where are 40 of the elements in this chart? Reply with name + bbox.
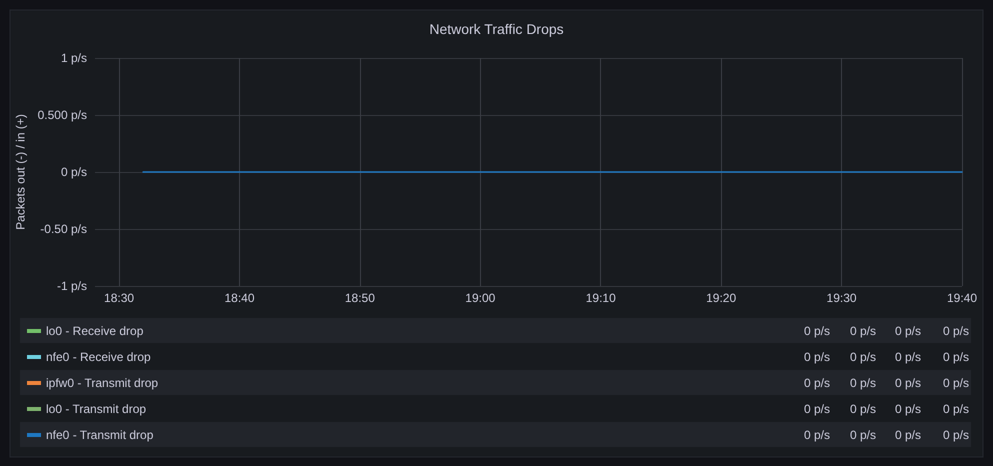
x-tick-label: 18:50 (344, 291, 376, 305)
text: 0 p/s (804, 376, 830, 390)
text: 0 p/s (850, 350, 876, 364)
x-tick-label: 19:30 (826, 291, 857, 305)
x-tick-label: 19:00 (465, 291, 496, 305)
text: 0 p/s (804, 324, 830, 338)
legend-label: nfe0 - Receive drop (46, 350, 152, 364)
text: 0 p/s (804, 350, 830, 364)
x-tick-label: 19:20 (706, 291, 736, 305)
text: 0 p/s (850, 376, 876, 390)
y-tick-label: 0.500 p/s (38, 108, 87, 122)
text: 0 p/s (894, 324, 921, 338)
legend-label: lo0 - Transmit drop (46, 402, 146, 416)
text: 0 p/s (894, 376, 921, 390)
x-tick-label: 18:40 (224, 291, 255, 305)
text: 0 p/s (850, 428, 876, 442)
y-axis-title: Packets out (-) / in (+) (14, 114, 28, 230)
text: 0 p/s (894, 428, 921, 442)
text: 0 p/s (942, 350, 969, 364)
legend-label: ipfw0 - Transmit drop (46, 376, 158, 390)
text: 0 p/s (942, 428, 969, 442)
y-tick-label: 0 p/s (60, 165, 87, 179)
text: 0 p/s (804, 402, 830, 416)
text: 0 p/s (942, 324, 969, 338)
x-tick-label: 19:40 (946, 291, 978, 305)
x-tick-label: 18:30 (104, 291, 134, 305)
legend-label: nfe0 - Transmit drop (46, 428, 154, 442)
legend-label: lo0 - Receive drop (46, 324, 144, 338)
text: 0 p/s (804, 428, 830, 442)
text: 0 p/s (942, 376, 969, 390)
chart-title: Network Traffic Drops (429, 21, 564, 37)
text: 0 p/s (850, 402, 876, 416)
text: 0 p/s (942, 402, 969, 416)
text: 0 p/s (894, 402, 921, 416)
y-tick-label: 1 p/s (60, 51, 87, 65)
y-tick-label: -0.50 p/s (40, 222, 87, 236)
x-tick-label: 19:10 (586, 291, 616, 305)
y-tick-label: -1 p/s (56, 279, 87, 293)
text: 0 p/s (850, 324, 876, 338)
text: 0 p/s (894, 350, 921, 364)
